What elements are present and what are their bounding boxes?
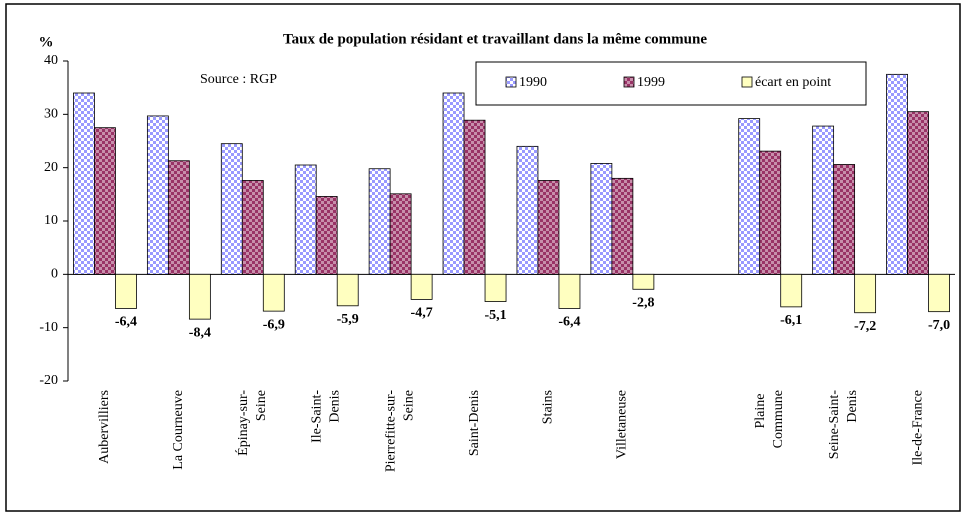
bar	[780, 273, 803, 308]
y-tick-label: 40	[44, 53, 58, 68]
bar	[907, 111, 929, 275]
bar	[463, 119, 486, 275]
bar	[484, 273, 507, 302]
bar	[94, 127, 116, 275]
bar	[611, 177, 634, 275]
bar	[336, 273, 359, 307]
bar	[516, 145, 539, 275]
bar	[537, 180, 560, 275]
y-tick-label: 20	[44, 160, 58, 175]
data-label: -7,0	[928, 318, 950, 333]
bar	[410, 273, 433, 300]
bar	[167, 160, 190, 275]
x-tick-label: Épinay-sur- Seine	[234, 390, 269, 456]
x-tick-label: Pierrefitte-sur- Seine	[384, 390, 417, 472]
legend-label: 1999	[637, 75, 665, 90]
bar	[886, 73, 908, 275]
data-label: -5,9	[337, 312, 359, 327]
bar	[759, 150, 782, 275]
legend-label: 1990	[519, 75, 547, 90]
bar	[188, 273, 211, 320]
bar	[220, 143, 243, 275]
bar	[442, 92, 465, 275]
y-tick-label: 0	[51, 267, 58, 282]
bar	[146, 115, 169, 275]
y-tick-label: -10	[39, 320, 58, 335]
legend-swatch	[741, 76, 753, 88]
bar	[928, 273, 950, 313]
bar	[368, 168, 391, 275]
x-tick-label: Aubervilliers	[97, 390, 112, 464]
legend-swatch	[505, 76, 517, 88]
bar	[833, 164, 856, 275]
data-label: -7,2	[854, 319, 876, 334]
y-axis-label: %	[39, 34, 54, 50]
x-tick-label: Plaine Commune	[753, 390, 786, 448]
y-tick-label: -20	[39, 373, 58, 388]
data-label: -5,1	[484, 308, 506, 323]
bar	[738, 118, 761, 275]
bar	[590, 162, 613, 275]
legend-swatch	[623, 76, 635, 88]
x-tick-label: Saint-Denis	[467, 390, 482, 456]
data-label: -4,7	[411, 306, 433, 321]
legend	[475, 61, 867, 106]
bar	[558, 273, 581, 309]
bar	[241, 180, 264, 275]
x-tick-label: Ile-Saint- Denis	[310, 390, 343, 443]
bar	[294, 164, 317, 275]
bar	[73, 92, 95, 275]
bar	[854, 273, 877, 314]
x-tick-label: Ile-de-France	[910, 390, 925, 465]
x-tick-label: Stains	[541, 390, 556, 424]
y-tick-label: 10	[44, 213, 58, 228]
bar	[115, 273, 137, 309]
x-tick-label: La Courneuve	[171, 390, 186, 470]
data-label: -8,4	[189, 325, 211, 340]
bar	[389, 193, 412, 275]
bar	[262, 273, 285, 312]
bar	[315, 196, 338, 275]
annotation: Source : RGP	[200, 72, 277, 87]
chart-title: Taux de population résidant et travailla…	[283, 31, 707, 47]
data-label: -6,4	[558, 315, 580, 330]
data-label: -6,4	[115, 315, 137, 330]
data-label: -2,8	[632, 295, 654, 310]
x-tick-label: Seine-Saint- Denis	[827, 390, 860, 460]
x-tick-label: Villetaneuse	[615, 390, 630, 459]
data-label: -6,9	[263, 317, 285, 332]
bar	[632, 273, 655, 290]
data-label: -6,1	[780, 313, 802, 328]
bar	[812, 125, 835, 275]
legend-label: écart en point	[755, 75, 831, 90]
y-tick-label: 30	[44, 107, 58, 122]
